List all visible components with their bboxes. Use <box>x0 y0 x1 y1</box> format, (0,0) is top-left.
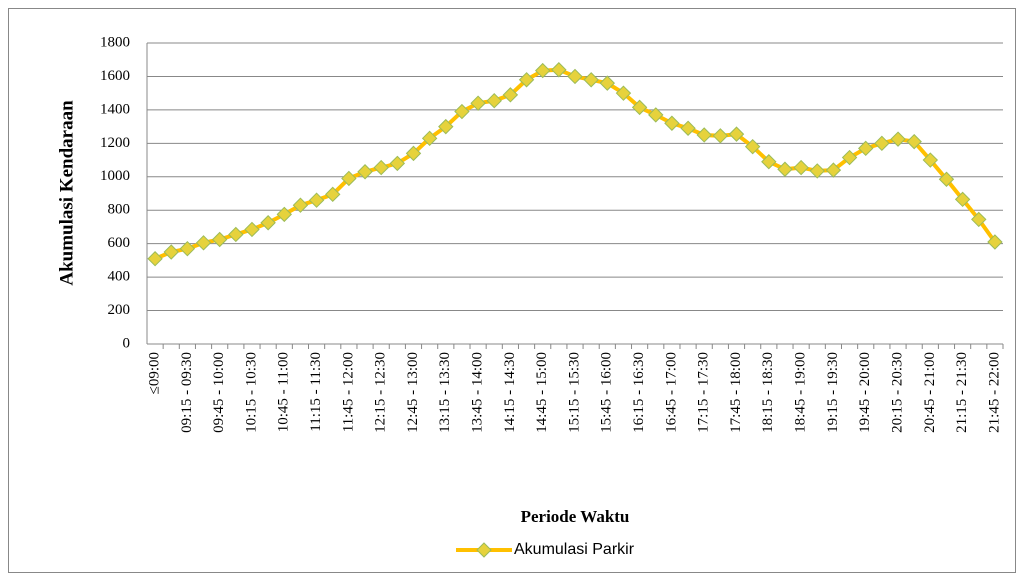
point-marker <box>728 126 745 142</box>
point-marker <box>486 92 502 109</box>
point-marker <box>276 206 292 223</box>
point-marker <box>405 145 422 162</box>
point-marker <box>874 135 890 152</box>
point-marker <box>389 155 406 172</box>
point-marker <box>938 171 955 187</box>
y-tick-label: 1200 <box>100 135 130 151</box>
point-marker <box>179 240 196 257</box>
chart-frame <box>8 8 1016 573</box>
x-tick-label: 15:45 - 16:00 <box>599 352 615 433</box>
point-marker <box>696 127 712 143</box>
x-tick-label: 16:45 - 17:00 <box>663 352 679 433</box>
point-marker <box>211 231 228 248</box>
x-tick-label: 12:15 - 12:30 <box>373 352 389 433</box>
point-marker <box>971 211 987 228</box>
y-tick-label: 1600 <box>100 68 130 84</box>
point-marker <box>954 191 971 208</box>
x-tick-label: 21:45 - 22:00 <box>986 352 1002 433</box>
point-marker <box>325 186 341 203</box>
point-marker <box>341 170 357 187</box>
x-tick-label: 20:15 - 20:30 <box>889 352 905 433</box>
y-tick-label: 200 <box>108 302 131 318</box>
x-tick-label: 12:45 - 13:00 <box>405 352 421 433</box>
point-marker <box>308 192 325 208</box>
x-axis-title: Periode Waktu <box>521 507 630 526</box>
point-marker <box>583 72 599 88</box>
point-marker <box>421 130 438 147</box>
point-marker <box>631 99 648 116</box>
point-marker <box>890 131 906 147</box>
x-tick-label: 19:15 - 19:30 <box>825 352 841 433</box>
y-tick-label: 1000 <box>100 168 130 184</box>
point-marker <box>712 128 729 144</box>
point-marker <box>195 235 212 251</box>
point-marker <box>373 159 389 176</box>
y-tick-label: 600 <box>108 235 131 251</box>
point-marker <box>454 103 470 120</box>
point-marker <box>615 85 632 101</box>
point-marker <box>744 138 761 155</box>
point-marker <box>809 163 825 179</box>
x-tick-label: 09:45 - 10:00 <box>211 352 227 433</box>
point-marker <box>534 62 551 79</box>
point-marker <box>147 251 163 267</box>
point-marker <box>987 234 1003 250</box>
x-tick-label: ≤09:00 <box>147 352 163 394</box>
point-marker <box>841 149 858 166</box>
point-marker <box>470 95 486 111</box>
point-marker <box>357 164 373 180</box>
point-marker <box>163 244 179 260</box>
point-marker <box>260 215 276 231</box>
x-tick-label: 09:15 - 09:30 <box>179 352 195 433</box>
y-tick-label: 800 <box>108 202 131 218</box>
x-tick-label: 21:15 - 21:30 <box>954 352 970 433</box>
point-marker <box>793 159 809 176</box>
y-tick-label: 1800 <box>100 34 130 50</box>
x-tick-label: 20:45 - 21:00 <box>922 352 938 433</box>
x-tick-label: 11:15 - 11:30 <box>308 352 324 432</box>
y-tick-label: 1400 <box>100 101 130 117</box>
x-tick-label: 11:45 - 12:00 <box>340 352 356 432</box>
point-marker <box>777 161 793 177</box>
point-marker <box>906 133 922 150</box>
x-tick-label: 17:15 - 17:30 <box>696 352 712 433</box>
point-marker <box>599 75 616 91</box>
y-axis-title: Akumulasi Kendaraan <box>56 100 77 286</box>
point-marker <box>292 197 309 213</box>
legend-label: Akumulasi Parkir <box>514 541 635 558</box>
x-tick-label: 13:15 - 13:30 <box>437 352 453 433</box>
point-marker <box>567 68 583 85</box>
point-marker <box>922 152 939 168</box>
point-marker <box>648 107 664 123</box>
point-marker <box>761 154 777 170</box>
x-tick-label: 13:45 - 14:00 <box>470 352 486 433</box>
x-tick-label: 16:15 - 16:30 <box>631 352 647 433</box>
point-marker <box>438 118 454 135</box>
point-marker <box>680 120 696 136</box>
x-tick-label: 19:45 - 20:00 <box>857 352 873 433</box>
x-tick-label: 17:45 - 18:00 <box>728 352 744 433</box>
x-tick-label: 18:45 - 19:00 <box>793 352 809 433</box>
point-marker <box>228 226 244 243</box>
point-marker <box>244 221 260 238</box>
x-tick-label: 10:15 - 10:30 <box>243 352 259 433</box>
x-tick-label: 14:45 - 15:00 <box>534 352 550 433</box>
x-tick-label: 14:15 - 14:30 <box>502 352 518 433</box>
y-tick-label: 0 <box>123 335 131 351</box>
point-marker <box>551 62 567 78</box>
x-tick-label: 15:15 - 15:30 <box>566 352 582 433</box>
x-tick-label: 10:45 - 11:00 <box>276 352 292 432</box>
point-marker <box>502 87 519 103</box>
point-marker <box>518 72 535 88</box>
legend-marker <box>476 542 492 558</box>
point-marker <box>825 162 842 178</box>
x-tick-label: 18:15 - 18:30 <box>760 352 776 433</box>
y-tick-label: 400 <box>108 269 131 285</box>
point-marker <box>858 140 874 157</box>
point-marker <box>664 115 680 131</box>
